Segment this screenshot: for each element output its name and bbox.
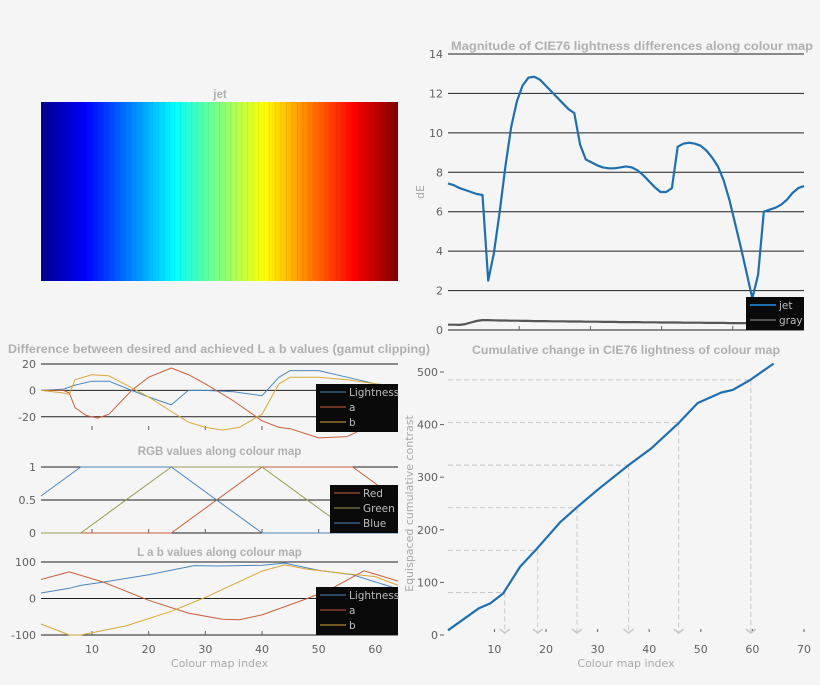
y-tick-label: 100 bbox=[15, 556, 36, 569]
y-tick-label: 0 bbox=[29, 593, 36, 606]
legend: Lightness ab bbox=[316, 587, 399, 635]
guide-arrow-icon bbox=[499, 628, 511, 634]
legend: Lightness ab bbox=[316, 384, 399, 432]
series-line-a bbox=[40, 570, 399, 621]
legend-label: a bbox=[349, 605, 355, 617]
x-tick-label: 30 bbox=[198, 643, 212, 656]
y-tick-label: -20 bbox=[18, 411, 36, 424]
y-tick-label: 4 bbox=[436, 245, 443, 258]
y-tick-label: 0 bbox=[29, 527, 36, 540]
y-tick-label: 100 bbox=[417, 576, 438, 589]
y-tick-label: 0.5 bbox=[19, 494, 37, 507]
y-tick-label: 8 bbox=[436, 166, 443, 179]
y-tick-label: 6 bbox=[436, 206, 443, 219]
series-line-b bbox=[40, 374, 399, 431]
legend-label: Blue bbox=[363, 518, 386, 530]
y-tick-label: 2 bbox=[436, 285, 443, 298]
y-tick-label: 14 bbox=[429, 48, 443, 61]
jet-colourbar bbox=[41, 102, 398, 281]
guide-arrow-icon bbox=[673, 628, 685, 634]
x-tick-label: 50 bbox=[312, 643, 326, 656]
cumulative-ylabel: Equispaced cumulative contrast bbox=[403, 414, 416, 591]
cumulative-title: Cumulative change in CIE76 lightness of … bbox=[472, 345, 780, 357]
y-tick-label: 0 bbox=[436, 324, 443, 337]
gamut-title: Difference between desired and achieved … bbox=[8, 344, 430, 356]
legend-label: a bbox=[349, 402, 355, 414]
x-tick-label: 30 bbox=[591, 643, 605, 656]
series-line-cumulative bbox=[447, 362, 775, 632]
lab-title: L a b values along colour map bbox=[137, 547, 302, 559]
x-tick-label: 20 bbox=[539, 643, 553, 656]
y-tick-label: 500 bbox=[417, 366, 438, 379]
x-tick-label: 10 bbox=[487, 643, 501, 656]
series-line-blue bbox=[40, 466, 398, 534]
legend: jet gray bbox=[746, 297, 804, 330]
y-tick-label: 20 bbox=[22, 358, 36, 371]
y-tick-label: 1 bbox=[29, 461, 36, 474]
y-tick-label: -100 bbox=[11, 629, 36, 642]
cumulative-xlabel: Colour map index bbox=[577, 657, 675, 670]
legend-label: Green bbox=[363, 503, 395, 515]
dE-ylabel: dE bbox=[414, 185, 427, 199]
guide-arrow-icon bbox=[745, 628, 757, 634]
x-tick-label: 20 bbox=[142, 643, 156, 656]
legend-label: gray bbox=[779, 315, 803, 327]
y-tick-label: 0 bbox=[29, 384, 36, 397]
guide-arrow-icon bbox=[571, 628, 583, 634]
series-line-b bbox=[40, 564, 399, 636]
y-tick-label: 400 bbox=[417, 419, 438, 432]
y-tick-label: 200 bbox=[417, 524, 438, 537]
series-line-a bbox=[41, 367, 399, 439]
x-tick-label: 40 bbox=[642, 643, 656, 656]
dE-title: Magnitude of CIE76 lightness differences… bbox=[451, 41, 813, 53]
guide-arrow-icon bbox=[623, 628, 635, 634]
legend: Red Green Blue bbox=[330, 485, 398, 533]
y-tick-label: 10 bbox=[429, 127, 443, 140]
series-line-lightness bbox=[40, 370, 399, 406]
x-tick-label: 70 bbox=[797, 643, 811, 656]
legend-label: b bbox=[349, 417, 356, 429]
x-tick-label: 10 bbox=[85, 643, 99, 656]
x-tick-label: 40 bbox=[255, 643, 269, 656]
y-tick-label: 300 bbox=[417, 471, 438, 484]
legend-label: b bbox=[349, 620, 356, 632]
y-tick-label: 12 bbox=[429, 87, 443, 100]
y-tick-label: 0 bbox=[431, 629, 438, 642]
series-line-gray bbox=[448, 319, 804, 326]
legend-label: jet bbox=[778, 300, 793, 312]
lab-xlabel: Colour map index bbox=[171, 657, 269, 670]
jet-title: jet bbox=[212, 89, 227, 101]
x-tick-label: 50 bbox=[694, 643, 708, 656]
legend-box bbox=[746, 297, 804, 330]
legend-label: Lightness bbox=[349, 387, 399, 399]
rgb-title: RGB values along colour map bbox=[138, 446, 302, 458]
legend-label: Lightness bbox=[349, 590, 399, 602]
x-tick-label: 60 bbox=[368, 643, 382, 656]
series-line-jet bbox=[447, 75, 805, 300]
x-tick-label: 60 bbox=[745, 643, 759, 656]
guide-arrow-icon bbox=[532, 628, 544, 634]
legend-label: Red bbox=[363, 488, 383, 500]
